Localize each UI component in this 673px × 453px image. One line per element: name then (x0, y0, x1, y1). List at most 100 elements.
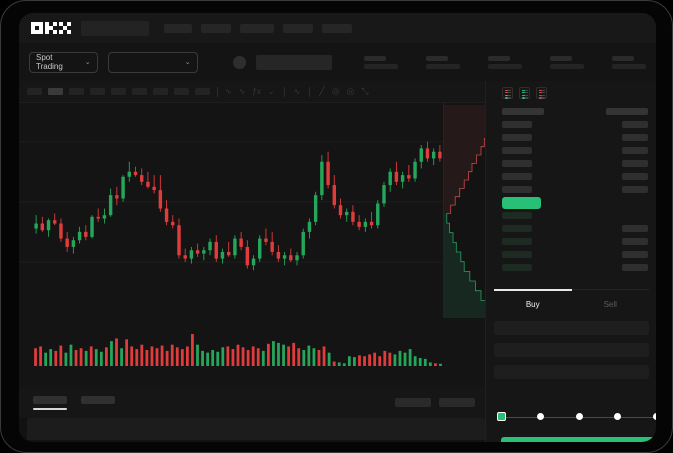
orderbook-bid-price (502, 251, 532, 258)
candlestick-chart[interactable] (19, 103, 485, 318)
timeframe-1m[interactable] (27, 88, 42, 95)
timeframe-4h[interactable] (132, 88, 147, 95)
coin-avatar (233, 55, 246, 69)
orderbook-bid-row[interactable] (502, 250, 648, 259)
orderbook-list[interactable] (486, 103, 656, 272)
market-stats (364, 55, 647, 69)
tab-sell[interactable]: Sell (603, 299, 617, 309)
okx-logo[interactable] (31, 22, 71, 34)
order-price-field[interactable] (494, 321, 649, 335)
timeframe-1d[interactable] (153, 88, 168, 95)
order-total-field[interactable] (494, 365, 649, 379)
orderbook-ask-row[interactable] (502, 133, 648, 142)
header-nav (81, 20, 352, 36)
nav-earn[interactable] (240, 23, 274, 33)
orderbook-layout-toggle (486, 81, 656, 103)
stat-24h-change-label (364, 55, 387, 61)
orderbook-ask-row[interactable] (502, 159, 648, 168)
okx-logo-glyph-0 (31, 22, 43, 34)
orderbook-bid-size (622, 225, 648, 232)
tab-buy[interactable]: Buy (494, 289, 572, 315)
orderbook-ask-price (502, 134, 532, 141)
timeframe-15m[interactable] (69, 88, 84, 95)
orderbook-bid-row[interactable] (502, 237, 648, 246)
primary-cta-button[interactable] (501, 437, 656, 442)
nav-search[interactable] (81, 20, 149, 36)
stat-24h-turnover-value (612, 63, 647, 69)
orderbook-split-view-icon[interactable] (502, 87, 513, 99)
nav-more[interactable] (322, 23, 352, 33)
timeframe-1w[interactable] (174, 88, 189, 95)
compare-icon[interactable]: ∿ (238, 86, 246, 96)
orderbook-bids-view-icon[interactable] (519, 87, 530, 99)
timeframe-5m[interactable] (48, 88, 63, 95)
pencil-icon[interactable]: ╱ (319, 86, 325, 96)
bottom-action-filter[interactable] (395, 398, 431, 407)
step-1[interactable] (497, 412, 506, 421)
orderbook-ask-row[interactable] (502, 120, 648, 129)
orderbook-bid-row[interactable] (502, 211, 648, 220)
indicator-icon[interactable]: ∿ (225, 86, 232, 96)
orderbook-size-column-header (606, 108, 648, 115)
bottom-action-export[interactable] (439, 398, 475, 407)
orderbook-bid-price (502, 264, 532, 271)
orderbook-bid-price (502, 212, 532, 219)
camera-icon[interactable]: ◎ (331, 86, 340, 96)
tab-open-orders[interactable] (33, 396, 67, 410)
pair-select[interactable]: ⌄ (107, 51, 198, 73)
orderbook-header-row (502, 107, 648, 116)
step-5[interactable] (653, 413, 656, 420)
chart-tool-icons: ∿ ∿ ƒx ⌄ ∿ ╱ ◎ ◎ ⤡ (225, 86, 369, 97)
orderbook-ask-row[interactable] (502, 146, 648, 155)
orders-tab-group (33, 396, 115, 410)
device-screen: Spot Trading ⌄ ⌄ ∿ ∿ ƒx ⌄ ∿ ╱ ◎ ◎ ⤡ (19, 13, 656, 442)
orderbook-spread-value (502, 196, 541, 209)
nav-assets[interactable] (283, 23, 313, 33)
market-type-select[interactable]: Spot Trading ⌄ (29, 51, 98, 73)
orderbook-price-column-header (502, 108, 544, 115)
timeframe-1mo[interactable] (195, 88, 210, 95)
tab-order-history[interactable] (81, 396, 115, 410)
stat-24h-low (488, 55, 523, 69)
orderbook-ask-row[interactable] (502, 172, 648, 181)
volume-chart (19, 318, 485, 388)
ticker-price (255, 54, 333, 70)
onboarding-stepper[interactable] (493, 409, 656, 425)
settings-icon[interactable]: ◎ (346, 86, 355, 96)
orderbook-ask-row[interactable] (502, 185, 648, 194)
orderbook-ask-price (502, 147, 532, 154)
tab-order-history-underline (81, 408, 115, 410)
timeframe-1h[interactable] (111, 88, 126, 95)
drawing-tools-icon[interactable]: ƒx (252, 86, 261, 96)
line-chart-icon[interactable]: ∿ (293, 86, 301, 96)
orderbook-bid-row[interactable] (502, 224, 648, 233)
orders-actions (395, 398, 475, 407)
fullscreen-icon[interactable]: ⤡ (361, 86, 369, 96)
orderbook-bid-row[interactable] (502, 263, 648, 272)
chevron-down-icon: ⌄ (184, 58, 191, 66)
stat-24h-low-label (488, 55, 511, 61)
stat-24h-high-label (426, 55, 449, 61)
chart-type-icon[interactable]: ⌄ (267, 86, 275, 96)
nav-markets[interactable] (201, 23, 231, 33)
app-header (19, 13, 656, 43)
step-4[interactable] (614, 413, 622, 420)
stat-24h-turnover-label (612, 55, 635, 61)
nav-trade[interactable] (164, 23, 192, 33)
tab-open-orders-underline (33, 408, 67, 410)
orderbook-ask-price (502, 173, 532, 180)
chart-toolbar: ∿ ∿ ƒx ⌄ ∿ ╱ ◎ ◎ ⤡ (19, 81, 485, 103)
stat-24h-high-value (426, 63, 461, 69)
tab-open-orders-label (33, 396, 67, 404)
orderbook-bid-size (622, 238, 648, 245)
step-2[interactable] (536, 413, 544, 420)
order-amount-field[interactable] (494, 343, 649, 357)
orderbook-ask-price (502, 186, 532, 193)
orderbook-sidebar: Buy Sell (485, 81, 656, 442)
orderbook-asks-view-icon[interactable] (536, 87, 547, 99)
market-type-label: Spot Trading (36, 53, 63, 71)
orderbook-ask-size (622, 147, 648, 154)
timeframe-30m[interactable] (90, 88, 105, 95)
step-3[interactable] (575, 413, 583, 420)
orderbook-bid-size (622, 212, 648, 219)
